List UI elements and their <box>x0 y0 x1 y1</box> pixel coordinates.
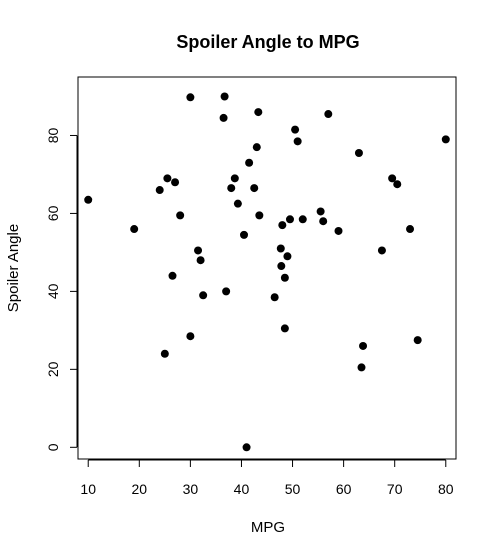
data-point <box>222 287 231 296</box>
data-points <box>84 92 450 452</box>
data-point <box>334 226 343 235</box>
data-point <box>278 221 287 230</box>
data-point <box>388 174 397 183</box>
data-point <box>155 186 164 195</box>
data-point <box>406 225 415 234</box>
y-axis: 0 20 40 60 80 <box>45 127 78 451</box>
data-point <box>324 110 333 119</box>
data-point <box>242 443 251 452</box>
data-point <box>186 332 195 341</box>
data-point <box>293 137 302 146</box>
data-point <box>277 262 286 271</box>
data-point <box>393 180 402 189</box>
data-point <box>254 108 263 117</box>
data-point <box>227 184 236 193</box>
data-point <box>291 125 300 134</box>
chart-title: Spoiler Angle to MPG <box>176 32 359 52</box>
x-tick-label: 10 <box>80 481 96 497</box>
data-point <box>176 211 185 220</box>
y-tick-label: 60 <box>45 205 61 221</box>
x-tick-label: 30 <box>183 481 199 497</box>
data-point <box>194 246 203 255</box>
data-point <box>130 225 139 234</box>
data-point <box>270 293 279 302</box>
data-point <box>276 244 285 253</box>
y-tick-label: 40 <box>45 283 61 299</box>
data-point <box>168 271 177 280</box>
x-tick-label: 50 <box>285 481 301 497</box>
data-point <box>441 135 450 144</box>
x-tick-label: 80 <box>438 481 454 497</box>
data-point <box>413 336 422 345</box>
x-axis: 10 20 30 40 50 60 70 80 <box>80 459 454 497</box>
data-point <box>220 92 229 101</box>
x-tick-label: 60 <box>336 481 352 497</box>
data-point <box>280 324 289 333</box>
y-tick-label: 20 <box>45 361 61 377</box>
x-axis-title: MPG <box>251 519 285 536</box>
data-point <box>357 363 366 372</box>
data-point <box>316 207 325 216</box>
data-point <box>196 256 205 265</box>
data-point <box>377 246 386 255</box>
data-point <box>359 341 368 350</box>
data-point <box>230 174 239 183</box>
x-tick-label: 20 <box>132 481 148 497</box>
y-axis-title: Spoiler Angle <box>5 224 22 312</box>
data-point <box>160 349 169 358</box>
data-point <box>186 93 195 102</box>
data-point <box>250 184 259 193</box>
data-point <box>199 291 208 300</box>
data-point <box>219 113 228 122</box>
data-point <box>245 158 254 167</box>
data-point <box>354 149 363 158</box>
data-point <box>233 199 242 208</box>
y-tick-label: 80 <box>45 127 61 143</box>
data-point <box>280 273 289 282</box>
data-point <box>283 252 292 261</box>
data-point <box>319 217 328 226</box>
data-point <box>255 211 264 220</box>
data-point <box>240 230 249 239</box>
x-tick-label: 70 <box>387 481 403 497</box>
data-point <box>163 174 172 183</box>
data-point <box>285 215 294 224</box>
data-point <box>298 215 307 224</box>
y-tick-label: 0 <box>45 443 61 451</box>
data-point <box>171 178 180 187</box>
data-point <box>252 143 261 152</box>
data-point <box>84 195 93 204</box>
x-tick-label: 40 <box>234 481 250 497</box>
plot-frame <box>77 76 457 460</box>
